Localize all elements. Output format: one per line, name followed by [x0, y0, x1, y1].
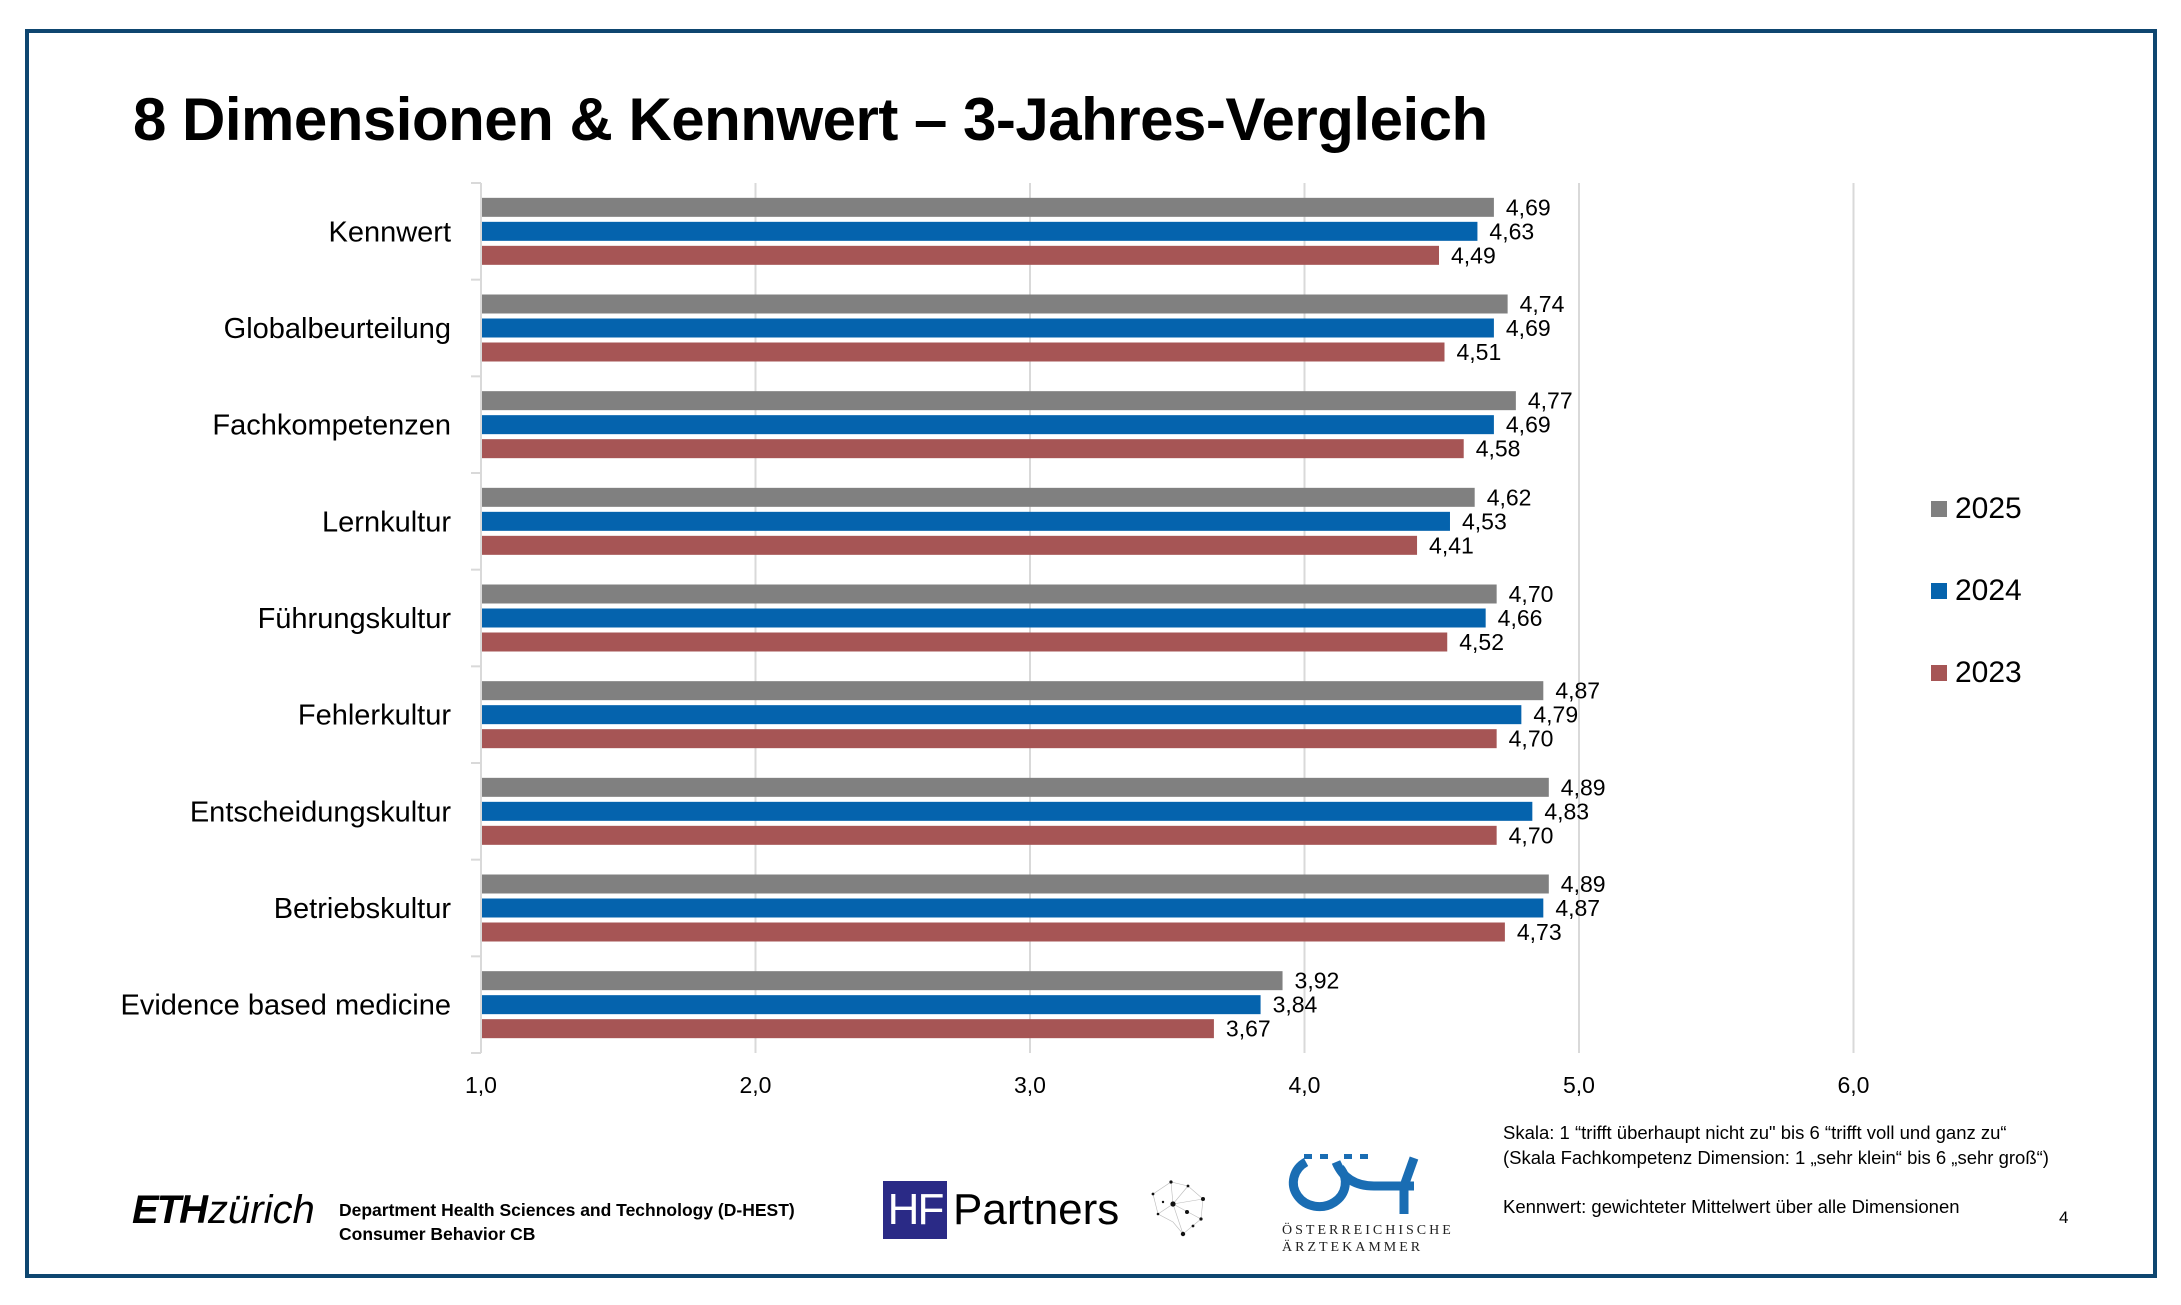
data-label: 3,84 [1273, 992, 1318, 1018]
bar-2024 [482, 705, 1522, 725]
data-label: 4,62 [1487, 484, 1532, 510]
data-label: 4,69 [1506, 194, 1551, 220]
hf-logo-text: Partners [953, 1185, 1120, 1234]
data-label: 4,66 [1498, 605, 1543, 631]
data-label: 4,89 [1561, 774, 1606, 800]
bar-2024 [482, 608, 1486, 628]
scale-note: Skala: 1 “trifft überhaupt nicht zu" bis… [1503, 1120, 2049, 1219]
oak-logo-text: ÖSTERREICHISCHE ÄRZTEKAMMER [1282, 1222, 1454, 1256]
data-label: 4,70 [1509, 581, 1554, 607]
network-brain-icon [1151, 1180, 1205, 1237]
data-label: 4,63 [1489, 218, 1534, 244]
data-label: 4,89 [1561, 871, 1606, 897]
data-label: 4,77 [1528, 388, 1573, 414]
eth-zurich-logo: ETHzürich [132, 1188, 315, 1233]
x-tick-label: 2,0 [740, 1072, 772, 1098]
category-label: Evidence based medicine [121, 990, 451, 1022]
oak-logo-icon [1288, 1154, 1419, 1214]
x-tick-label: 4,0 [1289, 1072, 1321, 1098]
bar-2025 [482, 681, 1544, 701]
data-label: 4,73 [1517, 919, 1562, 945]
bar-2025 [482, 391, 1516, 411]
bar-2024 [482, 511, 1450, 531]
bar-2025 [482, 197, 1494, 217]
slide-title: 8 Dimensionen & Kennwert – 3-Jahres-Verg… [133, 86, 1488, 153]
data-label: 4,53 [1462, 508, 1507, 534]
data-label: 4,69 [1506, 315, 1551, 341]
bar-2023 [482, 1019, 1214, 1039]
data-label: 4,51 [1456, 339, 1501, 365]
data-label: 3,67 [1226, 1016, 1271, 1042]
data-label: 4,69 [1506, 412, 1551, 438]
oak-logo-line-1: ÖSTERREICHISCHE [1282, 1223, 1454, 1238]
data-label: 4,83 [1544, 798, 1589, 824]
bar-2024 [482, 898, 1544, 918]
oak-logo-line-2: ÄRZTEKAMMER [1282, 1240, 1424, 1255]
bar-2025 [482, 584, 1497, 604]
data-label: 3,92 [1295, 968, 1340, 994]
bar-2023 [482, 439, 1464, 459]
bar-2025 [482, 777, 1549, 797]
bar-2023 [482, 245, 1440, 265]
bar-2023 [482, 342, 1445, 362]
category-label: Globalbeurteilung [224, 313, 451, 345]
bar-2023 [482, 535, 1418, 555]
x-tick-label: 6,0 [1838, 1072, 1870, 1098]
eth-logo-light: zürich [208, 1188, 315, 1232]
bar-2024 [482, 995, 1261, 1015]
data-label: 4,74 [1520, 291, 1565, 317]
bar-2024 [482, 221, 1478, 241]
hf-logo-box: HF [883, 1181, 947, 1239]
bar-2023 [482, 729, 1497, 749]
category-label: Kennwert [328, 216, 451, 248]
legend-swatch-2025 [1931, 501, 1947, 517]
legend-label: 2023 [1955, 656, 2022, 689]
bar-2025 [482, 971, 1283, 991]
bar-2023 [482, 632, 1448, 652]
legend-label: 2025 [1955, 492, 2022, 525]
x-tick-label: 3,0 [1014, 1072, 1046, 1098]
data-label: 4,49 [1451, 242, 1496, 268]
department-line-1: Department Health Sciences and Technolog… [339, 1200, 795, 1220]
legend-swatch-2023 [1931, 665, 1947, 681]
category-label: Fachkompetenzen [212, 410, 451, 442]
slide-frame [25, 29, 2157, 1278]
category-label: Lernkultur [322, 506, 451, 538]
bar-2025 [482, 487, 1475, 507]
x-tick-label: 5,0 [1563, 1072, 1595, 1098]
bar-2025 [482, 294, 1508, 314]
scale-note-line-2: (Skala Fachkompetenz Dimension: 1 „sehr … [1503, 1147, 2049, 1168]
bar-2024 [482, 415, 1494, 435]
bar-2023 [482, 922, 1505, 942]
category-label: Fehlerkultur [298, 700, 451, 732]
scale-note-line-1: Skala: 1 “trifft überhaupt nicht zu" bis… [1503, 1122, 2007, 1143]
bar-2023 [482, 825, 1497, 845]
kennwert-note: Kennwert: gewichteter Mittelwert über al… [1503, 1196, 1960, 1217]
data-label: 4,87 [1555, 895, 1600, 921]
eth-logo-bold: ETH [132, 1188, 208, 1232]
category-label: Führungskultur [258, 603, 452, 635]
department-line-2: Consumer Behavior CB [339, 1224, 536, 1244]
data-label: 4,79 [1533, 702, 1578, 728]
legend-swatch-2024 [1931, 583, 1947, 599]
data-label: 4,70 [1509, 822, 1554, 848]
data-label: 4,70 [1509, 726, 1554, 752]
bar-2024 [482, 801, 1533, 821]
hf-partners-logo: HF Partners [883, 1181, 1119, 1239]
data-label: 4,41 [1429, 532, 1474, 558]
bar-2025 [482, 874, 1549, 894]
page-number: 4 [2059, 1208, 2069, 1227]
data-label: 4,58 [1476, 436, 1521, 462]
department-text: Department Health Sciences and Technolog… [339, 1198, 795, 1246]
legend-label: 2024 [1955, 574, 2022, 607]
bar-2024 [482, 318, 1494, 338]
x-tick-label: 1,0 [465, 1072, 497, 1098]
category-label: Betriebskultur [274, 893, 452, 925]
data-label: 4,52 [1459, 629, 1504, 655]
category-label: Entscheidungskultur [190, 796, 451, 828]
data-label: 4,87 [1555, 678, 1600, 704]
